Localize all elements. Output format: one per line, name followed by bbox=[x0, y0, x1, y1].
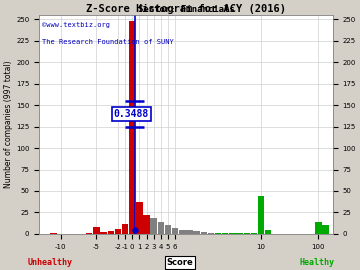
Bar bbox=[165, 225, 171, 234]
Bar bbox=[258, 196, 264, 234]
Bar bbox=[315, 222, 321, 234]
Text: Sector: Financials: Sector: Financials bbox=[138, 5, 234, 14]
Bar bbox=[150, 218, 157, 234]
Bar bbox=[179, 230, 185, 234]
Bar bbox=[215, 233, 221, 234]
Text: Score: Score bbox=[167, 258, 193, 267]
Bar bbox=[158, 222, 164, 234]
Text: Healthy: Healthy bbox=[299, 258, 334, 267]
Text: The Research Foundation of SUNY: The Research Foundation of SUNY bbox=[42, 39, 174, 45]
Bar bbox=[50, 233, 57, 234]
Bar bbox=[265, 230, 271, 234]
Y-axis label: Number of companies (997 total): Number of companies (997 total) bbox=[4, 61, 13, 188]
Bar bbox=[86, 233, 93, 234]
Bar bbox=[201, 232, 207, 234]
Title: Z-Score Histogram for ACY (2016): Z-Score Histogram for ACY (2016) bbox=[86, 4, 286, 14]
Bar bbox=[108, 231, 114, 234]
Bar bbox=[172, 228, 178, 234]
Text: 0.3488: 0.3488 bbox=[114, 109, 149, 119]
Bar bbox=[322, 225, 329, 234]
Bar bbox=[93, 227, 100, 234]
Bar bbox=[222, 233, 229, 234]
Bar bbox=[186, 231, 193, 234]
Bar bbox=[143, 215, 150, 234]
Bar bbox=[251, 233, 257, 234]
Bar bbox=[129, 21, 135, 234]
Text: ©www.textbiz.org: ©www.textbiz.org bbox=[42, 22, 110, 28]
Bar bbox=[243, 233, 250, 234]
Bar bbox=[193, 231, 200, 234]
Text: Unhealthy: Unhealthy bbox=[28, 258, 73, 267]
Bar bbox=[229, 233, 236, 234]
Bar bbox=[237, 233, 243, 234]
Bar bbox=[208, 233, 214, 234]
Bar bbox=[122, 224, 128, 234]
Bar bbox=[115, 229, 121, 234]
Bar bbox=[100, 232, 107, 234]
Bar bbox=[136, 202, 143, 234]
